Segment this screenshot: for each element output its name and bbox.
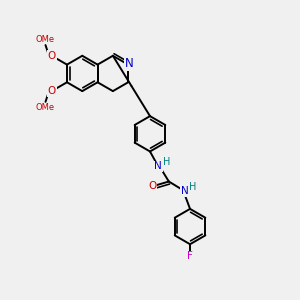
Text: H: H: [189, 182, 197, 192]
Text: F: F: [187, 251, 193, 261]
Text: O: O: [48, 51, 56, 61]
Text: N: N: [154, 161, 162, 172]
Text: N: N: [181, 186, 189, 196]
Text: N: N: [125, 57, 134, 70]
Text: OMe: OMe: [36, 103, 55, 112]
Text: O: O: [48, 86, 56, 96]
Text: O: O: [148, 181, 157, 191]
Text: H: H: [163, 157, 170, 167]
Text: OMe: OMe: [36, 34, 55, 43]
